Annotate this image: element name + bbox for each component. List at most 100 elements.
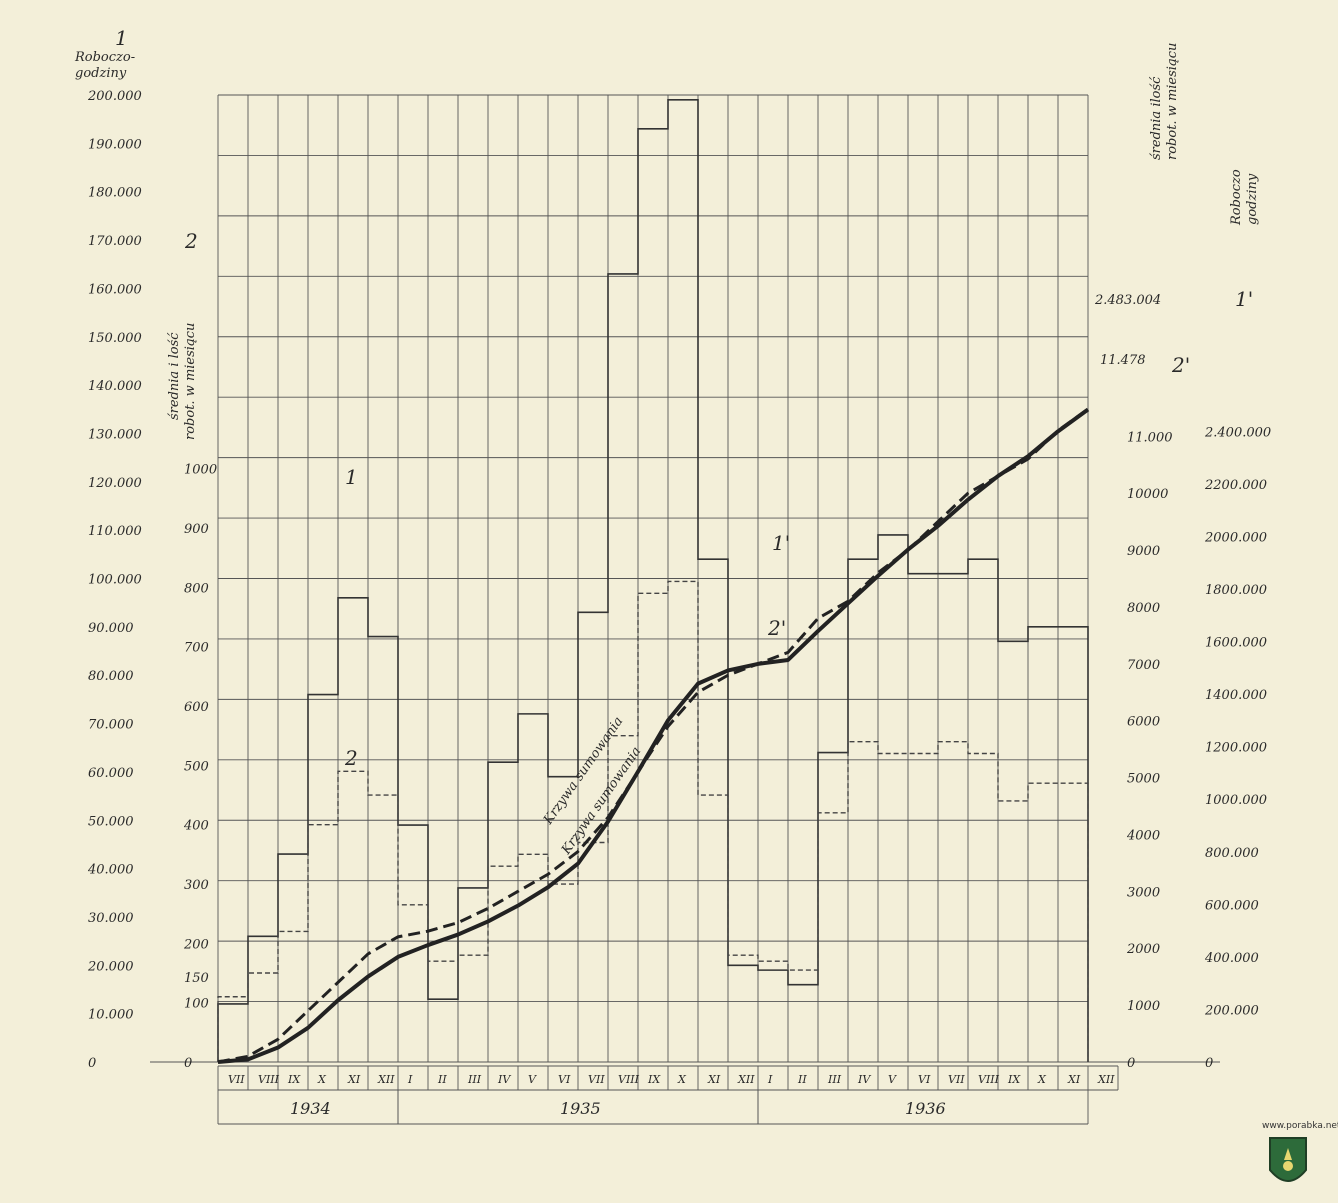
right-axis-2-tick: 1000 bbox=[1127, 999, 1160, 1014]
month-label: I bbox=[407, 1073, 413, 1086]
left-axis-1-tick: 130.000 bbox=[88, 427, 142, 442]
right-axis-2-tick: 6000 bbox=[1127, 715, 1160, 730]
left-axis-2-title: średnia i lość bbox=[167, 332, 182, 420]
left-axis-1-tick: 160.000 bbox=[88, 282, 142, 297]
year-label: 1936 bbox=[905, 1099, 946, 1118]
cumulative-curves bbox=[217, 407, 1090, 1064]
month-label: VIII bbox=[618, 1073, 640, 1086]
left-axis-1-tick: 180.000 bbox=[88, 186, 142, 201]
right-axis-2-tick: 2000 bbox=[1126, 942, 1160, 957]
month-label: VI bbox=[918, 1073, 931, 1086]
left-axis-2-tick: 400 bbox=[183, 819, 209, 834]
month-label: II bbox=[797, 1073, 807, 1086]
right-axis-2-tick: 11.000 bbox=[1127, 430, 1173, 445]
series-2-label: 2 bbox=[344, 746, 358, 770]
left-axis-1-tick: 10.000 bbox=[88, 1008, 134, 1023]
month-label: IX bbox=[647, 1073, 661, 1086]
right-axis-1-tick: 2.400.000 bbox=[1204, 425, 1271, 440]
left-axis-1-tick: 90.000 bbox=[88, 621, 134, 636]
right-axis-2-tick: 9000 bbox=[1127, 544, 1160, 559]
left-axis-1-tick: 40.000 bbox=[87, 863, 134, 878]
watermark-url: www.porabka.net bbox=[1262, 1121, 1338, 1131]
left-axis-1-tick: 110.000 bbox=[88, 524, 142, 539]
right-axis-1-title: godziny bbox=[1245, 173, 1260, 225]
right-axis-2-tick: 4000 bbox=[1126, 828, 1160, 843]
month-label: IX bbox=[1007, 1073, 1021, 1086]
axes: 0 10.000 20.000 30.000 40.000 50.000 60.000 70.… bbox=[74, 26, 1271, 1118]
right-axis-1-tick: 1000.000 bbox=[1205, 793, 1267, 808]
left-axis-1-tick: 190.000 bbox=[88, 137, 142, 152]
left-axis-1-tick: 30.000 bbox=[88, 911, 134, 926]
right-axis-1-tick: 2000.000 bbox=[1204, 530, 1267, 545]
month-label: XII bbox=[1097, 1073, 1115, 1086]
left-axis-1-tick: 140.000 bbox=[88, 379, 142, 394]
right-axis-2-tick: 3000 bbox=[1127, 885, 1160, 900]
month-label: XI bbox=[347, 1073, 361, 1086]
series-1-bars bbox=[217, 99, 1089, 1062]
end-label-hours: 2.483.004 bbox=[1094, 293, 1161, 308]
right-axis-2-title: średnia ilość bbox=[1149, 76, 1164, 160]
left-axis-2-tick: 150 bbox=[184, 971, 209, 986]
left-axis-2-title: 2 bbox=[184, 229, 198, 253]
month-label: IX bbox=[287, 1073, 301, 1086]
right-axis-1-tick: 200.000 bbox=[1204, 1003, 1259, 1018]
left-axis-1-tick: 20.000 bbox=[87, 959, 134, 974]
month-label: VI bbox=[558, 1073, 571, 1086]
right-axis-1-tick: 600.000 bbox=[1205, 898, 1259, 913]
month-label: III bbox=[827, 1073, 842, 1086]
left-axis-1-tick: 120.000 bbox=[88, 476, 142, 491]
left-axis-2-tick: 600 bbox=[184, 700, 209, 715]
right-axis-1-tick: 400.000 bbox=[1204, 951, 1259, 966]
series-1-step bbox=[217, 99, 1089, 1062]
month-label: XI bbox=[1067, 1073, 1081, 1086]
left-axis-2-tick: 900 bbox=[184, 522, 209, 537]
series-2-step bbox=[217, 580, 1089, 1062]
left-axis-2-tick: 100 bbox=[184, 997, 209, 1012]
right-axis-2-tick: 10000 bbox=[1127, 487, 1168, 502]
series-2-bars bbox=[217, 580, 1089, 1062]
left-axis-1-tick: 60.000 bbox=[88, 766, 134, 781]
month-label: V bbox=[888, 1073, 897, 1086]
right-axis-1-tick: 1600.000 bbox=[1205, 636, 1267, 651]
left-axis-1-tick: 0 bbox=[88, 1056, 96, 1071]
series-1-label: 1 bbox=[345, 465, 358, 489]
month-label: X bbox=[317, 1073, 327, 1086]
series-2-prime-label: 2' bbox=[767, 616, 786, 640]
left-axis-1-title: 1 bbox=[115, 26, 128, 50]
left-axis-2-tick: 300 bbox=[184, 878, 209, 893]
left-axis-2-tick: 1000 bbox=[184, 463, 217, 478]
left-axis-1-tick: 170.000 bbox=[88, 234, 142, 249]
month-label: X bbox=[1037, 1073, 1047, 1086]
month-label: II bbox=[437, 1073, 447, 1086]
month-label: VIII bbox=[258, 1073, 280, 1086]
left-axis-1-title: godziny bbox=[75, 66, 127, 81]
left-axis-1-tick: 80.000 bbox=[88, 669, 134, 684]
left-axis-1-tick: 200.000 bbox=[87, 89, 142, 104]
month-label: XI bbox=[707, 1073, 721, 1086]
series-1-prime-curve bbox=[217, 407, 1090, 1064]
month-label: VIII bbox=[978, 1073, 1000, 1086]
grid bbox=[150, 94, 1220, 1125]
right-axis-1-title: 1' bbox=[1235, 287, 1253, 311]
month-label: XII bbox=[377, 1073, 395, 1086]
right-axis-1-tick: 800.000 bbox=[1205, 846, 1259, 861]
watermark-logo bbox=[1240, 1118, 1336, 1198]
left-axis-1-title: Roboczo- bbox=[74, 50, 135, 65]
left-axis-1-tick: 50.000 bbox=[88, 814, 134, 829]
left-axis-1-tick: 150.000 bbox=[88, 331, 142, 346]
right-axis-1-tick: 0 bbox=[1205, 1056, 1213, 1071]
left-axis-2-tick: 0 bbox=[184, 1056, 192, 1071]
series-1-prime-label: 1' bbox=[772, 531, 790, 555]
left-axis-2-title: robot. w miesiącu bbox=[183, 323, 198, 440]
left-axis-2-tick: 500 bbox=[184, 759, 209, 774]
right-axis-1-tick: 1400.000 bbox=[1205, 688, 1267, 703]
left-axis-2-tick: 800 bbox=[184, 581, 209, 596]
right-axis-2-tick: 0 bbox=[1127, 1056, 1135, 1071]
year-label: 1934 bbox=[290, 1099, 331, 1118]
month-label: XII bbox=[737, 1073, 755, 1086]
month-label: III bbox=[467, 1073, 482, 1086]
month-label: I bbox=[767, 1073, 773, 1086]
right-axis-2-tick: 5000 bbox=[1127, 772, 1160, 787]
month-label: VII bbox=[588, 1073, 605, 1086]
